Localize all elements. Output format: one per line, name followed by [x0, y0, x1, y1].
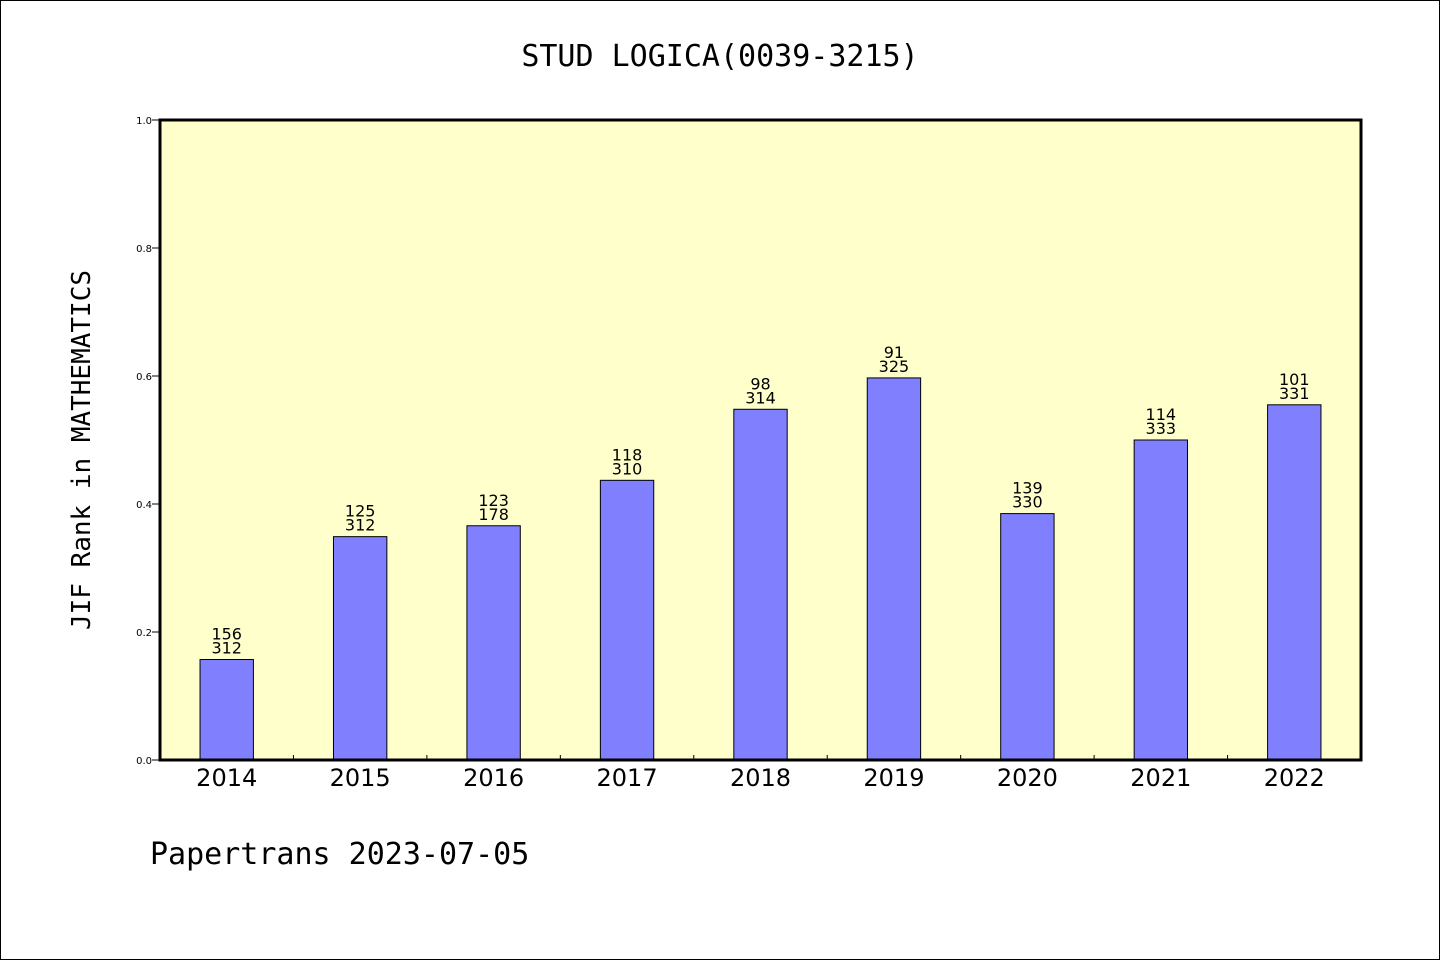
y-axis: 0.0 0.2 0.4 0.6 0.8 1.0	[136, 116, 160, 767]
x-tick-label: 2022	[1264, 764, 1325, 792]
bar-2014	[199, 659, 254, 761]
y-tick-label: 0.0	[136, 756, 152, 767]
total-label: 333	[1146, 419, 1177, 438]
bar-2015	[332, 536, 388, 761]
y-tick-label: 0.2	[136, 628, 152, 639]
total-label: 325	[879, 357, 910, 376]
x-axis: 2014 2015 2016 2017 2018 2019 2020 2021 2022	[196, 755, 1325, 792]
x-tick-label: 2018	[730, 764, 791, 792]
y-tick-label: 0.8	[136, 244, 152, 255]
total-label: 330	[1012, 493, 1043, 512]
bar-2019	[866, 377, 922, 761]
y-axis-label: JIF Rank in MATHEMATICS	[67, 270, 97, 630]
footer-text: Papertrans 2023-07-05	[150, 837, 529, 872]
rank-label: 125	[345, 502, 376, 521]
y-tick-label: 0.6	[136, 372, 152, 383]
rank-label: 156	[211, 625, 242, 644]
total-label: 178	[478, 505, 509, 524]
bar-2022	[1267, 404, 1322, 761]
y-tick-label: 1.0	[136, 116, 152, 127]
rank-label: 139	[1012, 479, 1043, 498]
bar-2020	[1000, 513, 1055, 761]
bar-series	[199, 377, 1322, 761]
rank-label: 123	[478, 491, 509, 510]
total-label: 314	[745, 388, 776, 407]
x-tick-label: 2014	[196, 764, 257, 792]
rank-label: 98	[750, 374, 770, 393]
x-tick-label: 2020	[997, 764, 1058, 792]
total-label: 331	[1279, 384, 1310, 403]
plot-border	[158, 118, 1363, 762]
bar-2018	[733, 408, 788, 761]
x-tick-label: 2019	[863, 764, 924, 792]
chart-title: STUD LOGICA(0039-3215)	[521, 39, 918, 74]
total-label: 310	[612, 459, 643, 478]
y-tick-label: 0.4	[136, 500, 152, 511]
x-tick-label: 2016	[463, 764, 524, 792]
bar-2017	[599, 479, 655, 761]
data-labels: 1563121253121231781183109831491325139330…	[211, 343, 1309, 658]
rank-label: 101	[1279, 370, 1310, 389]
bar-2016	[466, 525, 521, 761]
x-tick-label: 2017	[597, 764, 658, 792]
rank-label: 118	[612, 445, 643, 464]
total-label: 312	[345, 516, 376, 535]
rank-label: 114	[1146, 405, 1177, 424]
rank-label: 91	[884, 343, 904, 362]
x-tick-label: 2021	[1130, 764, 1191, 792]
total-label: 312	[211, 639, 242, 658]
bar-2021	[1133, 439, 1189, 761]
x-tick-label: 2015	[330, 764, 391, 792]
